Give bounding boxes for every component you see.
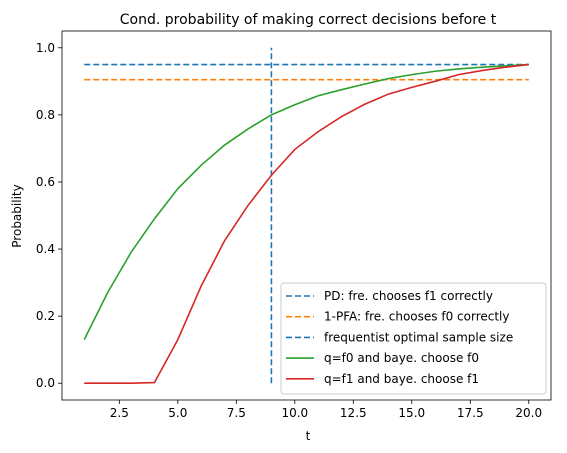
chart-title: Cond. probability of making correct deci…: [120, 12, 497, 28]
series-lines: [83, 47, 529, 385]
y-tick-label: 0.8: [36, 108, 55, 122]
plot-frame: [61, 30, 552, 401]
x-tick-label: 12.5: [340, 406, 367, 420]
legend-label-4: q=f0 and baye. choose f0: [324, 351, 479, 365]
y-tick-label: 1.0: [36, 41, 55, 55]
legend-label-2: 1-PFA: fre. chooses f0 correctly: [324, 310, 509, 324]
x-tick-label: 2.5: [110, 406, 129, 420]
x-tick-label: 20.0: [515, 406, 542, 420]
legend-label-5: q=f1 and baye. choose f1: [324, 372, 479, 386]
y-tick-label: 0.6: [36, 175, 55, 189]
y-tick-label: 0.4: [36, 242, 55, 256]
x-tick-label: 10.0: [281, 406, 308, 420]
x-axis-ticks: 2.5 5.0 7.5 10.0 12.5 15.0 17.5 20.0: [110, 400, 542, 420]
y-tick-label: 0.0: [36, 376, 55, 390]
x-tick-label: 17.5: [457, 406, 484, 420]
y-tick-label: 0.2: [36, 309, 55, 323]
legend-label-3: frequentist optimal sample size: [324, 330, 513, 344]
x-tick-label: 5.0: [168, 406, 187, 420]
x-axis-label: t: [306, 429, 311, 443]
legend: PD: fre. chooses f1 correctly 1-PFA: fre.…: [280, 282, 547, 395]
legend-box: [280, 282, 547, 395]
x-tick-label: 15.0: [398, 406, 425, 420]
series-line-4: [83, 63, 529, 340]
y-axis-ticks: 0.0 0.2 0.4 0.6 0.8 1.0: [36, 41, 62, 390]
series-line-5: [84, 63, 529, 385]
legend-label-1: PD: fre. chooses f1 correctly: [324, 289, 493, 303]
y-axis-label: Probability: [10, 184, 24, 247]
x-tick-label: 7.5: [227, 406, 246, 420]
